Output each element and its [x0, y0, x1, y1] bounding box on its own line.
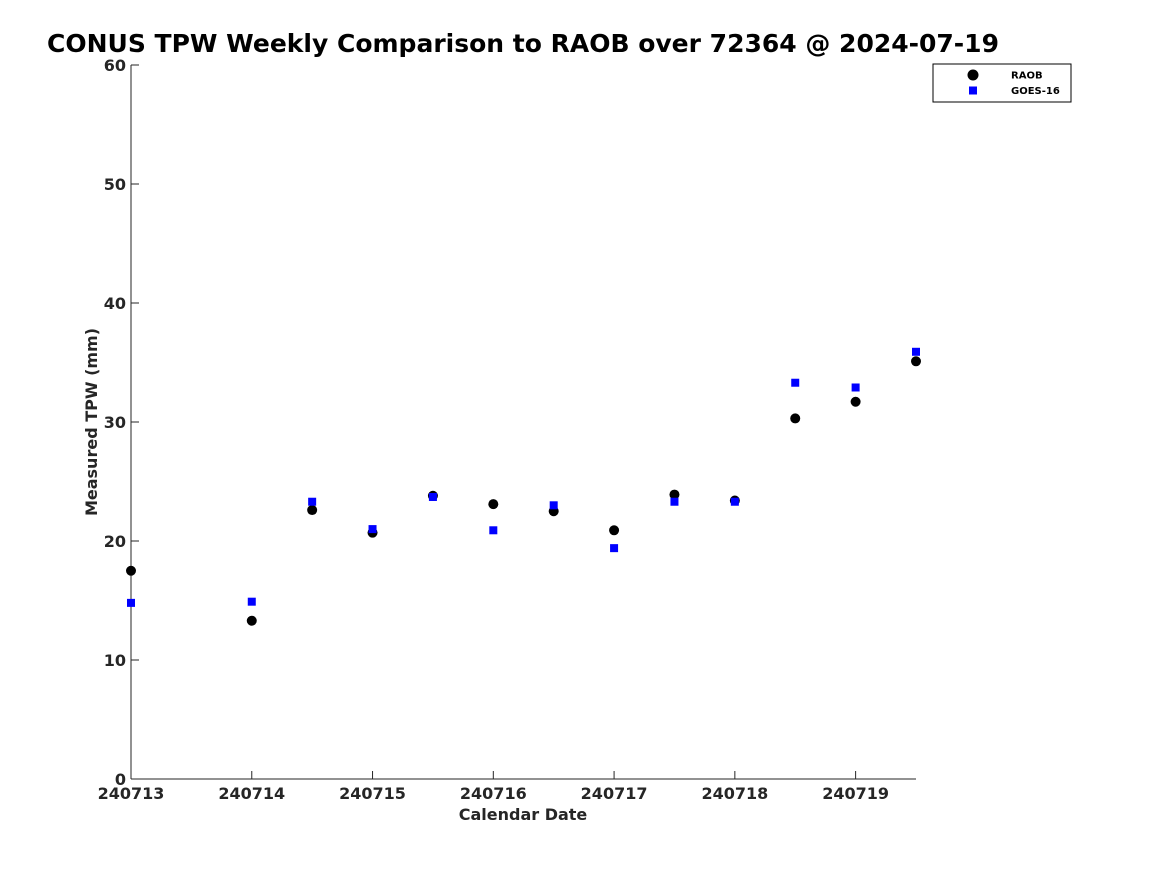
- x-axis-label: Calendar Date: [459, 805, 588, 824]
- y-tick-label: 50: [104, 175, 126, 194]
- x-tick-label: 240718: [701, 784, 768, 803]
- data-point-goes-16: [791, 378, 800, 387]
- y-axis-ticks: 0 10 20 30 40 50 60: [104, 56, 139, 789]
- data-point-raob: [850, 396, 861, 407]
- legend-marker-raob: [967, 69, 979, 81]
- x-tick-label: 240714: [218, 784, 285, 803]
- data-point-raob: [669, 489, 680, 500]
- data-point-raob: [609, 525, 620, 536]
- data-point-goes-16: [489, 526, 498, 535]
- x-tick-label: 240715: [339, 784, 406, 803]
- data-point-goes-16: [549, 501, 558, 510]
- y-axis-label: Measured TPW (mm): [82, 328, 101, 516]
- data-point-goes-16: [368, 525, 377, 534]
- data-point-goes-16: [610, 544, 619, 553]
- legend-label-goes16: GOES-16: [1011, 86, 1060, 97]
- chart-title: CONUS TPW Weekly Comparison to RAOB over…: [47, 29, 999, 58]
- y-tick-label: 40: [104, 294, 126, 313]
- legend-box: [932, 63, 1072, 103]
- x-axis-ticks: 240713 240714 240715 240716 240717 240718 2407…: [98, 771, 889, 803]
- y-tick-label: 20: [104, 532, 126, 551]
- data-point-goes-16: [308, 497, 317, 506]
- data-point-goes-16: [428, 492, 437, 501]
- x-tick-label: 240713: [98, 784, 165, 803]
- data-point-raob: [126, 565, 136, 576]
- x-tick-label: 240719: [822, 784, 889, 803]
- data-point-raob: [911, 356, 921, 367]
- legend-marker-goes16: [969, 86, 977, 95]
- data-point-goes-16: [127, 598, 135, 607]
- y-tick-label: 60: [104, 56, 126, 75]
- legend: RAOB GOES-16: [932, 63, 1072, 103]
- y-tick-label: 10: [104, 651, 126, 670]
- y-tick-label: 30: [104, 413, 126, 432]
- data-point-goes-16: [247, 597, 256, 606]
- series-goes-16: [127, 347, 920, 607]
- data-point-raob: [307, 505, 318, 516]
- x-tick-label: 240716: [460, 784, 527, 803]
- data-point-raob: [246, 615, 257, 626]
- data-point-goes-16: [670, 497, 679, 506]
- y-tick-label: 0: [115, 770, 126, 789]
- data-point-raob: [488, 499, 499, 510]
- data-point-raob: [790, 413, 801, 424]
- legend-label-raob: RAOB: [1011, 71, 1043, 82]
- data-point-goes-16: [730, 497, 739, 506]
- data-series: [126, 347, 921, 626]
- data-point-goes-16: [851, 383, 860, 392]
- data-point-goes-16: [912, 347, 920, 356]
- x-tick-label: 240717: [581, 784, 648, 803]
